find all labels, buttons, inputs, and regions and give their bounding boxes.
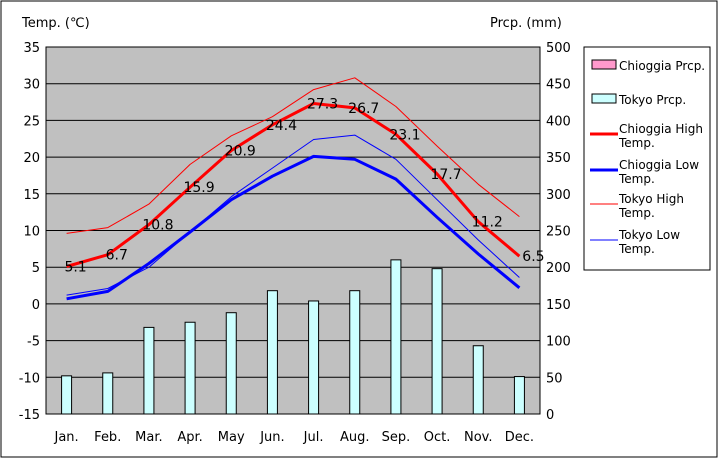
precip-bar — [61, 375, 73, 415]
data-label: 6.7 — [106, 248, 128, 264]
data-label: 11.2 — [472, 215, 503, 231]
data-label: 27.3 — [307, 97, 338, 113]
legend-label: Tokyo Low Temp. — [618, 228, 680, 256]
precip-bar — [102, 372, 114, 415]
y-right-tick-label: 100 — [546, 335, 571, 350]
data-label: 17.7 — [430, 167, 461, 183]
x-tick-label: Jun. — [259, 430, 284, 445]
x-tick-label: Apr. — [177, 430, 202, 445]
x-tick-label: Aug. — [340, 430, 370, 445]
legend-label-line: Chioggia Low — [619, 158, 699, 172]
legend-label-line: Tokyo Low — [618, 228, 680, 242]
precip-bar — [184, 321, 196, 415]
legend-swatch — [591, 93, 617, 104]
y-left-tick-label: -5 — [27, 335, 40, 350]
temp-line — [66, 102, 521, 268]
y-left-tick-label: -10 — [19, 371, 40, 386]
legend-box — [583, 46, 711, 271]
legend: Chioggia Prcp.Tokyo Prcp.Chioggia High Te… — [583, 46, 711, 271]
x-tick-label: Jul. — [303, 430, 324, 445]
y-right-tick-label: 200 — [546, 261, 571, 276]
temp-line — [66, 134, 520, 296]
legend-label-line: Temp. — [618, 136, 655, 150]
x-tick-label: Jan. — [53, 430, 78, 445]
precip-bar — [266, 290, 278, 415]
y-right-tick-label: 250 — [546, 225, 571, 240]
y-right-tick-label: 150 — [546, 298, 571, 313]
legend-label: Tokyo Prcp. — [618, 93, 686, 107]
y-left-tick-label: 25 — [23, 114, 40, 129]
legend-label-line: Tokyo High — [618, 192, 684, 206]
data-label: 6.5 — [522, 249, 544, 265]
legend-label: Chioggia High Temp. — [618, 122, 703, 150]
y-left-tick-label: 20 — [23, 151, 40, 166]
y-left-tick-label: 0 — [32, 298, 40, 313]
precip-bar — [472, 345, 484, 415]
y-left-tick-label: 30 — [23, 78, 40, 93]
y-right-tick-label: 450 — [546, 78, 571, 93]
legend-label-line: Temp. — [618, 242, 655, 256]
left-axis-title: Temp. (℃) — [21, 16, 90, 31]
data-label: 5.1 — [64, 259, 86, 275]
legend-label-line: Chioggia High — [619, 122, 703, 136]
legend-swatch — [591, 59, 617, 70]
data-label: 23.1 — [389, 127, 420, 143]
x-tick-label: Sep. — [382, 430, 411, 445]
x-tick-label: Feb. — [94, 430, 121, 445]
legend-label: Chioggia Low Temp. — [618, 158, 699, 186]
y-right-tick-label: 400 — [546, 114, 571, 129]
x-tick-label: Nov. — [464, 430, 493, 445]
y-right-tick-label: 50 — [546, 371, 563, 386]
y-left-tick-label: 35 — [23, 41, 40, 56]
temp-line — [66, 77, 520, 234]
data-label: 10.8 — [142, 218, 173, 234]
x-tick-label: Oct. — [424, 430, 451, 445]
precip-bar — [143, 326, 155, 415]
precip-bar — [390, 259, 402, 415]
legend-label: Tokyo High Temp. — [618, 192, 684, 220]
precip-bar — [225, 312, 237, 415]
precip-bar — [349, 290, 361, 415]
legend-label: Chioggia Prcp. — [619, 59, 705, 73]
x-tick-label: Mar. — [135, 430, 162, 445]
x-tick-label: May — [218, 430, 245, 445]
y-right-tick-label: 500 — [546, 41, 571, 56]
y-left-tick-label: 5 — [32, 261, 40, 276]
precip-bar — [513, 376, 525, 415]
legend-label-line: Temp. — [618, 206, 655, 220]
y-right-tick-label: 350 — [546, 151, 571, 166]
data-label: 15.9 — [183, 180, 214, 196]
plot-area: -15-10-505101520253035050100150200250300… — [19, 41, 571, 445]
right-axis-title: Prcp. (mm) — [490, 16, 562, 31]
x-tick-label: Dec. — [505, 430, 534, 445]
data-label: 24.4 — [266, 118, 297, 134]
temp-line — [66, 154, 521, 301]
legend-label-line: Temp. — [618, 172, 655, 186]
y-left-tick-label: 10 — [23, 225, 40, 240]
y-right-tick-label: 300 — [546, 188, 571, 203]
data-label: 26.7 — [348, 101, 379, 117]
y-left-tick-label: -15 — [19, 408, 40, 423]
precip-bar — [431, 268, 443, 415]
precip-bar — [308, 300, 320, 415]
y-left-tick-label: 15 — [23, 188, 40, 203]
data-label: 20.9 — [225, 143, 256, 159]
y-right-tick-label: 0 — [546, 408, 554, 423]
